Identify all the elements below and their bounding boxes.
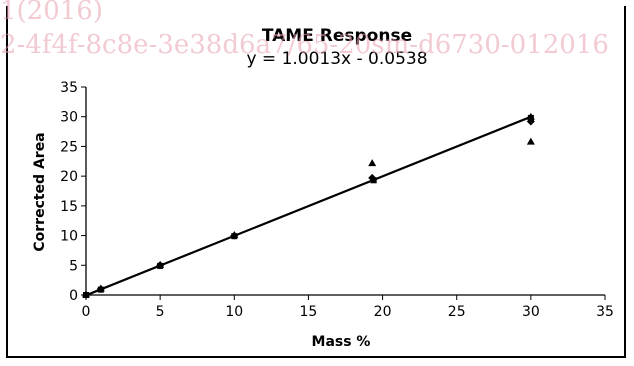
trendline	[85, 115, 532, 297]
x-tick-label: 10	[225, 304, 243, 320]
trend-layer	[85, 115, 532, 297]
y-tick-label: 5	[69, 258, 78, 274]
x-tick-label: 25	[448, 304, 466, 320]
y-tick-label: 25	[60, 139, 78, 155]
data-point-triangle	[156, 260, 165, 268]
x-tick-label: 30	[522, 304, 540, 320]
watermark-line-1: 1(2016)	[0, 0, 103, 26]
data-point-triangle	[526, 137, 535, 145]
y-tick-label: 10	[60, 229, 78, 245]
chart-svg: TAME Response y = 1.0013x - 0.0538 Corre…	[32, 26, 614, 350]
chart-title: TAME Response	[262, 26, 412, 46]
x-tick-label: 35	[596, 304, 614, 320]
y-tick-label: 20	[60, 169, 78, 185]
y-tick-label: 15	[60, 199, 78, 215]
x-tick-label: 15	[300, 304, 318, 320]
data-point-triangle	[82, 290, 90, 298]
data-point-triangle	[526, 112, 535, 120]
x-axis-label: Mass %	[312, 334, 371, 350]
x-tick-label: 5	[156, 304, 165, 320]
data-point-triangle	[230, 230, 239, 238]
data-point-square	[370, 177, 377, 184]
watermark-line-2: 2-4f4f-8c8e-3e38d6a7/65-20sm-d6730-01201…	[0, 30, 609, 60]
y-tick-label: 35	[60, 80, 78, 96]
data-point-triangle	[368, 159, 377, 167]
points-layer	[82, 112, 535, 299]
y-tick-label: 30	[60, 110, 78, 126]
axes-layer: 0 5 10 15 20 25 30 35 0 5 10 15 20 25 30 35	[60, 80, 614, 320]
regression-equation: y = 1.0013x - 0.0538	[246, 49, 427, 69]
y-axis-label: Corrected Area	[32, 132, 48, 251]
y-tick-label: 0	[69, 288, 78, 304]
data-point-triangle	[96, 284, 105, 292]
chart-frame: TAME Response y = 1.0013x - 0.0538 Corre…	[6, 6, 626, 358]
x-tick-label: 20	[374, 304, 392, 320]
x-tick-label: 0	[82, 304, 91, 320]
